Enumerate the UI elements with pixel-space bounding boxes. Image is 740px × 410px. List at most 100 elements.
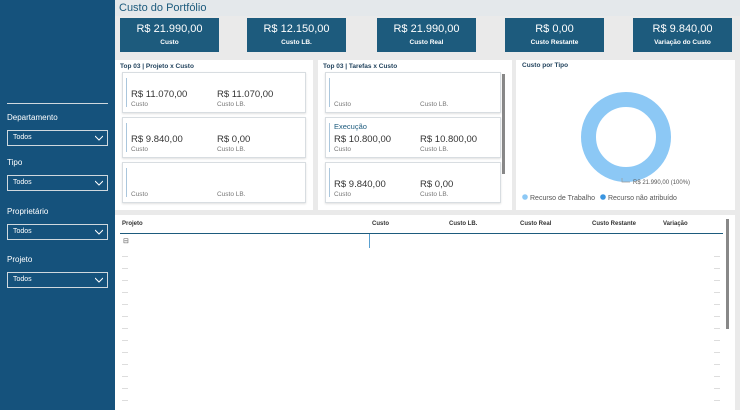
scrollbar bbox=[502, 74, 505, 174]
kpi-label: Custo LB. bbox=[281, 39, 312, 46]
kpi-card: R$ 21.990,00 Custo Real bbox=[377, 18, 476, 52]
card-label: Custo LB. bbox=[217, 146, 246, 153]
column-header: Custo Restante bbox=[592, 221, 637, 227]
card: Custo Custo LB. bbox=[122, 162, 306, 203]
column-header: Custo Real bbox=[520, 221, 552, 227]
table-cell[interactable]: ⊟ bbox=[123, 238, 129, 245]
chevron bbox=[95, 180, 103, 186]
legend-label: Recurso de Trabalho bbox=[530, 195, 595, 202]
row-line bbox=[122, 388, 128, 389]
top-bar bbox=[115, 0, 740, 16]
column-header: Variação bbox=[663, 221, 688, 227]
card-label: Custo LB. bbox=[420, 191, 449, 198]
filter-label: Projeto bbox=[7, 255, 33, 264]
row-line bbox=[122, 292, 128, 293]
card-label: Custo LB. bbox=[217, 191, 246, 198]
card: R$ 11.070,00 Custo R$ 11.070,00 Custo LB. bbox=[122, 72, 306, 113]
kpi-value: R$ 9.840,00 bbox=[652, 23, 713, 35]
row-line bbox=[714, 352, 720, 353]
kpi-card: R$ 9.840,00 Variação do Custo bbox=[633, 18, 732, 52]
panel-title: Top 03 | Tarefas x Custo bbox=[323, 63, 398, 70]
card-value: R$ 0,00 bbox=[217, 134, 251, 145]
leader-line bbox=[621, 178, 630, 183]
kpi-value: R$ 21.990,00 bbox=[393, 23, 460, 35]
card-value: R$ 10.800,00 bbox=[420, 134, 478, 145]
card-value: R$ 11.070,00 bbox=[131, 89, 188, 100]
row-line bbox=[714, 280, 720, 281]
card: R$ 9.840,00 Custo R$ 0,00 Custo LB. bbox=[325, 162, 501, 203]
accent bbox=[126, 123, 127, 152]
row-line bbox=[122, 400, 128, 401]
scrollbar bbox=[726, 219, 729, 329]
row-line bbox=[714, 328, 720, 329]
kpi-card: R$ 21.990,00 Custo bbox=[120, 18, 219, 52]
row-line bbox=[714, 268, 720, 269]
row-line bbox=[122, 352, 128, 353]
row-line bbox=[714, 388, 720, 389]
kpi-card: R$ 0,00 Custo Restante bbox=[505, 18, 604, 52]
kpi-label: Custo Real bbox=[409, 39, 444, 46]
filter-label: Tipo bbox=[7, 158, 23, 167]
card-title: Execução bbox=[334, 122, 367, 131]
column-header: Custo bbox=[372, 221, 389, 227]
dropdown[interactable]: Todos bbox=[7, 130, 108, 146]
kpi-label: Custo bbox=[160, 39, 179, 46]
divider bbox=[7, 103, 108, 104]
card-label: Custo bbox=[334, 191, 351, 198]
card-label: Custo bbox=[334, 101, 351, 108]
card-value: R$ 9.840,00 bbox=[131, 134, 183, 145]
panel bbox=[516, 60, 735, 210]
dropdown[interactable]: Todos bbox=[7, 224, 108, 240]
row-line bbox=[122, 256, 128, 257]
row-line bbox=[714, 256, 720, 257]
row-line bbox=[122, 340, 128, 341]
kpi-label: Variação do Custo bbox=[654, 39, 711, 46]
row-line bbox=[122, 328, 128, 329]
accent bbox=[329, 168, 330, 197]
sidebar bbox=[0, 0, 115, 410]
card-label: Custo bbox=[131, 101, 148, 108]
donut-chart: Custo por Tipo R$ 21.990,00 (100%) Recurso… bbox=[522, 62, 690, 202]
row-line bbox=[122, 376, 128, 377]
row-line bbox=[122, 364, 128, 365]
page-title: Custo do Portfólio bbox=[119, 2, 207, 14]
data-label: R$ 21.990,00 (100%) bbox=[633, 180, 690, 186]
card-label: Custo LB. bbox=[420, 101, 449, 108]
accent bbox=[126, 168, 127, 197]
chevron bbox=[95, 229, 103, 235]
kpi-card: R$ 12.150,00 Custo LB. bbox=[247, 18, 346, 52]
row-line bbox=[122, 304, 128, 305]
card: Execução R$ 10.800,00 Custo R$ 10.800,00 Cus… bbox=[325, 117, 501, 158]
card-label: Custo bbox=[131, 191, 148, 198]
row-line bbox=[714, 292, 720, 293]
row-line bbox=[714, 316, 720, 317]
row-line bbox=[714, 400, 720, 401]
card: Custo Custo LB. bbox=[325, 72, 501, 113]
row-line bbox=[714, 340, 720, 341]
kpi-label: Custo Restante bbox=[530, 39, 579, 46]
accent bbox=[329, 78, 330, 107]
accent bbox=[126, 78, 127, 107]
kpi-value: R$ 21.990,00 bbox=[136, 23, 203, 35]
card-label: Custo bbox=[131, 146, 148, 153]
row-line bbox=[122, 280, 128, 281]
kpi-value: R$ 12.150,00 bbox=[263, 23, 330, 35]
slice bbox=[581, 92, 671, 182]
legend-marker bbox=[522, 194, 528, 200]
dropdown[interactable]: Todos bbox=[7, 175, 108, 191]
legend-marker bbox=[600, 194, 606, 200]
accent bbox=[329, 123, 330, 152]
header-line bbox=[120, 233, 723, 234]
col-divider bbox=[369, 234, 370, 248]
card-value: R$ 0,00 bbox=[420, 179, 454, 190]
row-line bbox=[122, 268, 128, 269]
card-value: R$ 9.840,00 bbox=[334, 179, 386, 190]
legend-label: Recurso não atribuído bbox=[608, 195, 677, 202]
card-label: Custo LB. bbox=[420, 146, 449, 153]
row-line bbox=[714, 304, 720, 305]
dropdown[interactable]: Todos bbox=[7, 272, 108, 288]
card: R$ 9.840,00 Custo R$ 0,00 Custo LB. bbox=[122, 117, 306, 158]
filter-label: Departamento bbox=[7, 113, 58, 122]
chart-title: Custo por Tipo bbox=[522, 62, 568, 69]
